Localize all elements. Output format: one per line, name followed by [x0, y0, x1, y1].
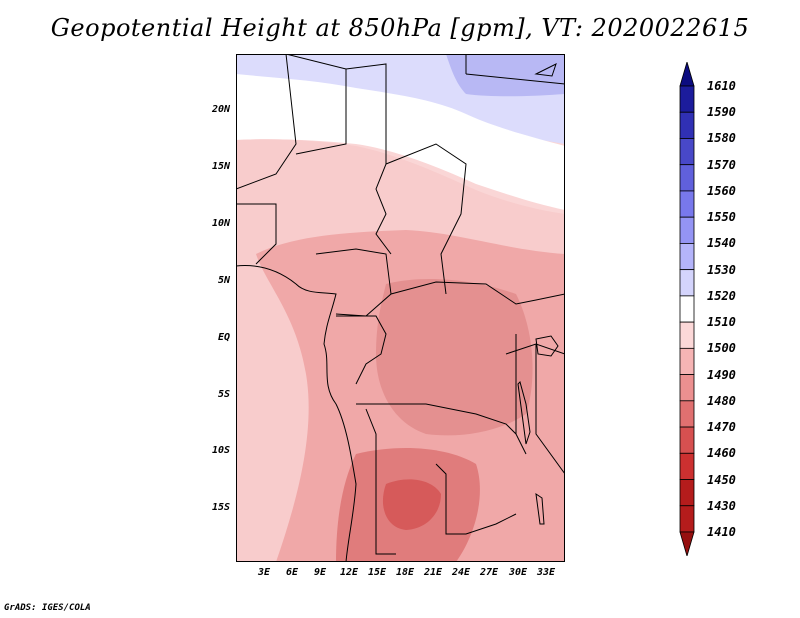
colorbar-label: 1480 [707, 393, 736, 408]
colorbar-top-arrow [679, 62, 695, 87]
colorbar-segment [679, 347, 695, 375]
lon-label: 33E [536, 567, 556, 578]
lake-victoria [535, 335, 559, 357]
colorbar-segment [679, 452, 695, 480]
colorbar-label: 1540 [707, 236, 736, 251]
coastline [236, 265, 357, 562]
colorbar-segment [679, 269, 695, 297]
colorbar-label: 1460 [707, 446, 736, 461]
border-line [236, 54, 297, 190]
lon-label: 21E [423, 567, 443, 578]
border-line [236, 203, 277, 265]
field-1480-core [376, 279, 533, 436]
border-line [356, 403, 517, 435]
colorbar-label: 1520 [707, 288, 736, 303]
lat-label: 5S [217, 389, 230, 400]
border-line [295, 69, 347, 155]
colorbar [679, 62, 695, 556]
field-1530-northeast [446, 54, 565, 97]
border-line [390, 281, 565, 305]
lat-label: 20N [211, 104, 230, 115]
colorbar-bottom-arrow [679, 531, 695, 556]
lat-label: 15S [211, 502, 230, 513]
colorbar-segment [679, 243, 695, 271]
lat-label: 10N [211, 218, 230, 229]
lon-label: 6E [285, 567, 299, 578]
geopotential-map [236, 54, 565, 562]
lat-label: 15N [211, 161, 230, 172]
lat-label: 5N [217, 275, 230, 286]
border-line [465, 73, 565, 85]
chart-title: Geopotential Height at 850hPa [gpm], VT:… [50, 14, 750, 42]
lon-label: 15E [367, 567, 387, 578]
colorbar-label: 1470 [707, 420, 736, 435]
colorbar-segment [679, 164, 695, 192]
colorbar-segment [679, 111, 695, 139]
colorbar-label: 1570 [707, 157, 736, 172]
lon-label: 9E [313, 567, 327, 578]
border-line [515, 334, 527, 455]
colorbar-segment [679, 505, 695, 533]
colorbar-label: 1590 [707, 105, 736, 120]
lon-label: 24E [451, 567, 471, 578]
colorbar-label: 1580 [707, 131, 736, 146]
border-line [535, 344, 565, 475]
colorbar-label: 1530 [707, 262, 736, 277]
colorbar-segment [679, 426, 695, 454]
colorbar-label: 1500 [707, 341, 736, 356]
colorbar-segment [679, 190, 695, 218]
colorbar-label: 1450 [707, 472, 736, 487]
lon-label: 27E [479, 567, 499, 578]
border-line [435, 463, 517, 535]
lake-tanganyika [517, 381, 531, 445]
colorbar-label: 1510 [707, 315, 736, 330]
lon-label: 30E [508, 567, 528, 578]
colorbar-label: 1490 [707, 367, 736, 382]
field-1460-min [382, 479, 441, 530]
colorbar-segment [679, 321, 695, 349]
border-line [336, 315, 387, 385]
field-1510-white [236, 74, 565, 210]
colorbar-label: 1610 [707, 79, 736, 93]
colorbar-segment [679, 138, 695, 166]
border-line [365, 408, 396, 555]
grads-credit: GrADS: IGES/COLA [4, 603, 91, 613]
colorbar-label: 1560 [707, 183, 736, 198]
border-line [285, 54, 392, 255]
colorbar-segment [679, 400, 695, 428]
colorbar-label: 1550 [707, 210, 736, 225]
lat-label: EQ [217, 332, 230, 343]
colorbar-label: 1430 [707, 498, 736, 513]
lon-label: 3E [257, 567, 271, 578]
colorbar-segment [679, 295, 695, 323]
lake-malawi [535, 492, 545, 525]
colorbar-segment [679, 216, 695, 244]
lon-label: 18E [395, 567, 415, 578]
colorbar-segment [679, 374, 695, 402]
red-sea-coast [534, 63, 557, 77]
lon-label: 12E [339, 567, 359, 578]
lat-label: 10S [211, 445, 230, 456]
colorbar-label: 1410 [707, 525, 736, 539]
colorbar-segment [679, 479, 695, 507]
map-frame [236, 54, 565, 562]
colorbar-segment [679, 85, 695, 113]
border-line [385, 143, 467, 295]
